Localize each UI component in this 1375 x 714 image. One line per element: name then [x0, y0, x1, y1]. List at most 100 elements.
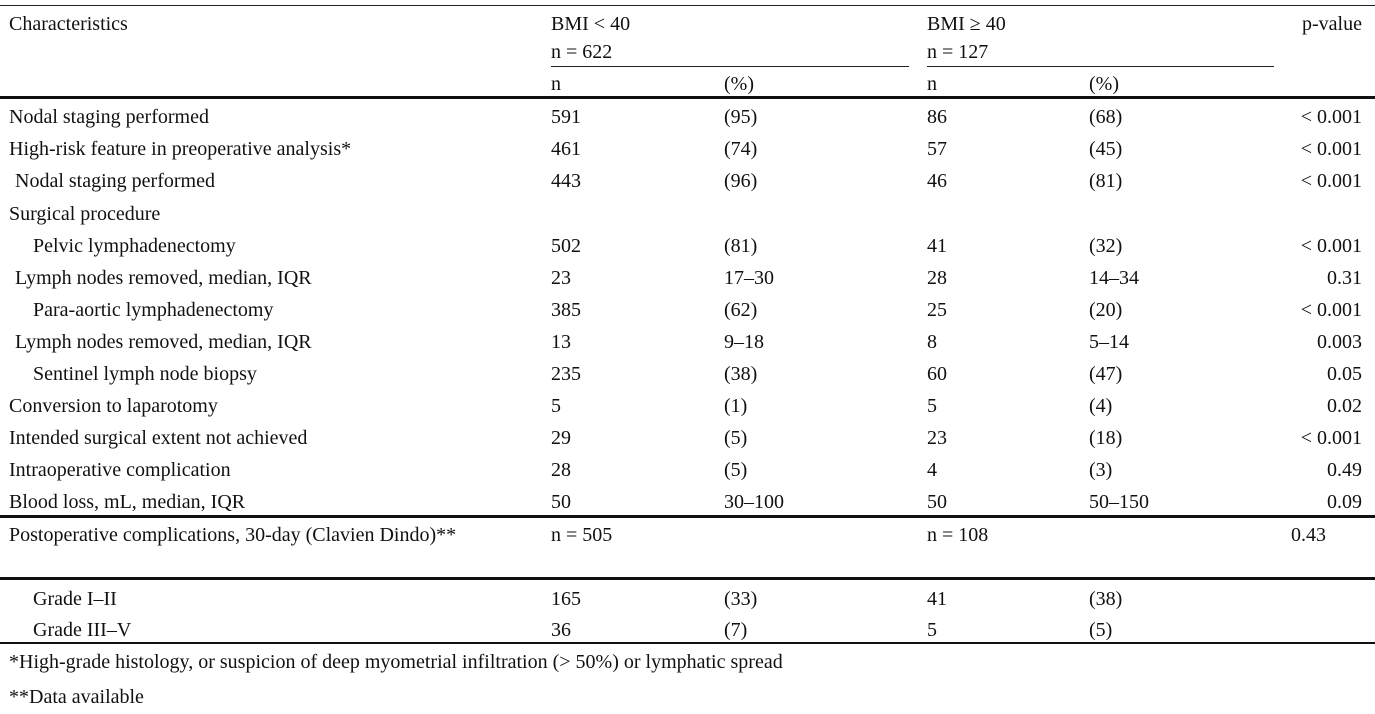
postop-rule	[0, 577, 1375, 580]
header-group2-title: BMI ≥ 40	[927, 13, 1006, 35]
cell-n1: 36	[551, 619, 571, 641]
row-label: Pelvic lymphadenectomy	[33, 235, 236, 257]
cell-n1: 385	[551, 299, 581, 321]
cell-n1: 50	[551, 491, 571, 513]
cell-n2: 57	[927, 138, 947, 160]
cell-n1: 23	[551, 267, 571, 289]
cell-pvalue: < 0.001	[1300, 299, 1362, 321]
postop-n2: n = 108	[927, 524, 989, 546]
group2-underline	[927, 66, 1274, 67]
cell-n1: 13	[551, 331, 571, 353]
postop-label: Postoperative complications, 30-day (Cla…	[9, 524, 457, 546]
table-bottom-rule	[0, 642, 1375, 644]
group1-underline	[551, 66, 909, 67]
cell-n1: 443	[551, 170, 581, 192]
cell-p2: (3)	[1089, 459, 1113, 481]
cell-pvalue: 0.09	[1327, 491, 1362, 513]
cell-n2: 41	[927, 235, 947, 257]
section-rule	[0, 515, 1375, 518]
cell-p2: (47)	[1089, 363, 1123, 385]
cell-p2: (5)	[1089, 619, 1113, 641]
header-n-col-2: n	[927, 73, 937, 95]
cell-pvalue: 0.003	[1317, 331, 1362, 353]
cell-p2: 14–34	[1089, 267, 1139, 289]
row-label: Lymph nodes removed, median, IQR	[15, 331, 312, 353]
cell-n1: 235	[551, 363, 581, 385]
row-label: Lymph nodes removed, median, IQR	[15, 267, 312, 289]
cell-n2: 46	[927, 170, 947, 192]
cell-p2: (45)	[1089, 138, 1123, 160]
row-label: Surgical procedure	[9, 203, 161, 225]
header-group1-title: BMI < 40	[551, 13, 631, 35]
cell-pvalue: < 0.001	[1300, 170, 1362, 192]
cell-p1: (96)	[724, 170, 758, 192]
row-label: Intended surgical extent not achieved	[9, 427, 308, 449]
cell-p2: (68)	[1089, 106, 1123, 128]
row-label: Intraoperative complication	[9, 459, 231, 481]
cell-n2: 23	[927, 427, 947, 449]
cell-pvalue: < 0.001	[1300, 427, 1362, 449]
cell-n2: 86	[927, 106, 947, 128]
header-group1-n: n = 622	[551, 41, 613, 63]
cell-n2: 50	[927, 491, 947, 513]
cell-p2: (18)	[1089, 427, 1123, 449]
cell-pvalue: < 0.001	[1300, 138, 1362, 160]
cell-p2: (32)	[1089, 235, 1123, 257]
cell-pvalue: < 0.001	[1300, 235, 1362, 257]
cell-p1: (5)	[724, 459, 748, 481]
cell-p1: 17–30	[724, 267, 774, 289]
footnote-2: **Data available	[9, 686, 144, 708]
cell-p2: (38)	[1089, 588, 1123, 610]
cell-p1: (1)	[724, 395, 748, 417]
cell-p2: (4)	[1089, 395, 1113, 417]
cell-n1: 591	[551, 106, 581, 128]
header-n-col-1: n	[551, 73, 561, 95]
cell-p1: (38)	[724, 363, 758, 385]
row-label: Conversion to laparotomy	[9, 395, 218, 417]
cell-pvalue: 0.49	[1327, 459, 1362, 481]
cell-n2: 4	[927, 459, 937, 481]
header-pct-col-1: (%)	[724, 73, 754, 95]
cell-p2: (81)	[1089, 170, 1123, 192]
row-label: Nodal staging performed	[15, 170, 215, 192]
cell-n2: 5	[927, 395, 937, 417]
cell-p1: (62)	[724, 299, 758, 321]
header-group2-n: n = 127	[927, 41, 989, 63]
cell-p1: (5)	[724, 427, 748, 449]
cell-pvalue: < 0.001	[1300, 106, 1362, 128]
cell-n2: 8	[927, 331, 937, 353]
postop-n1: n = 505	[551, 524, 613, 546]
cell-p1: (74)	[724, 138, 758, 160]
row-label: Grade I–II	[33, 588, 117, 610]
cell-n2: 25	[927, 299, 947, 321]
cell-p2: (20)	[1089, 299, 1123, 321]
cell-pvalue: 0.31	[1327, 267, 1362, 289]
cell-p1: (7)	[724, 619, 748, 641]
cell-p1: (33)	[724, 588, 758, 610]
cell-p1: 9–18	[724, 331, 764, 353]
header-pvalue: p-value	[1302, 13, 1362, 35]
row-label: Blood loss, mL, median, IQR	[9, 491, 246, 513]
cell-p1: 30–100	[724, 491, 784, 513]
cell-pvalue: 0.02	[1327, 395, 1362, 417]
header-bottom-rule	[0, 96, 1375, 99]
postop-pvalue: 0.43	[1291, 524, 1326, 546]
cell-p1: (81)	[724, 235, 758, 257]
cell-n1: 165	[551, 588, 581, 610]
cell-n1: 5	[551, 395, 561, 417]
cell-p2: 50–150	[1089, 491, 1149, 513]
row-label: Para-aortic lymphadenectomy	[33, 299, 274, 321]
cell-n2: 5	[927, 619, 937, 641]
header-pct-col-2: (%)	[1089, 73, 1119, 95]
cell-n2: 28	[927, 267, 947, 289]
row-label: Grade III–V	[33, 619, 132, 641]
row-label: High-risk feature in preoperative analys…	[9, 138, 352, 160]
cell-n1: 502	[551, 235, 581, 257]
cell-n2: 60	[927, 363, 947, 385]
row-label: Sentinel lymph node biopsy	[33, 363, 257, 385]
cell-n2: 41	[927, 588, 947, 610]
cell-p2: 5–14	[1089, 331, 1129, 353]
header-characteristics: Characteristics	[9, 13, 128, 35]
cell-p1: (95)	[724, 106, 758, 128]
cell-n1: 29	[551, 427, 571, 449]
